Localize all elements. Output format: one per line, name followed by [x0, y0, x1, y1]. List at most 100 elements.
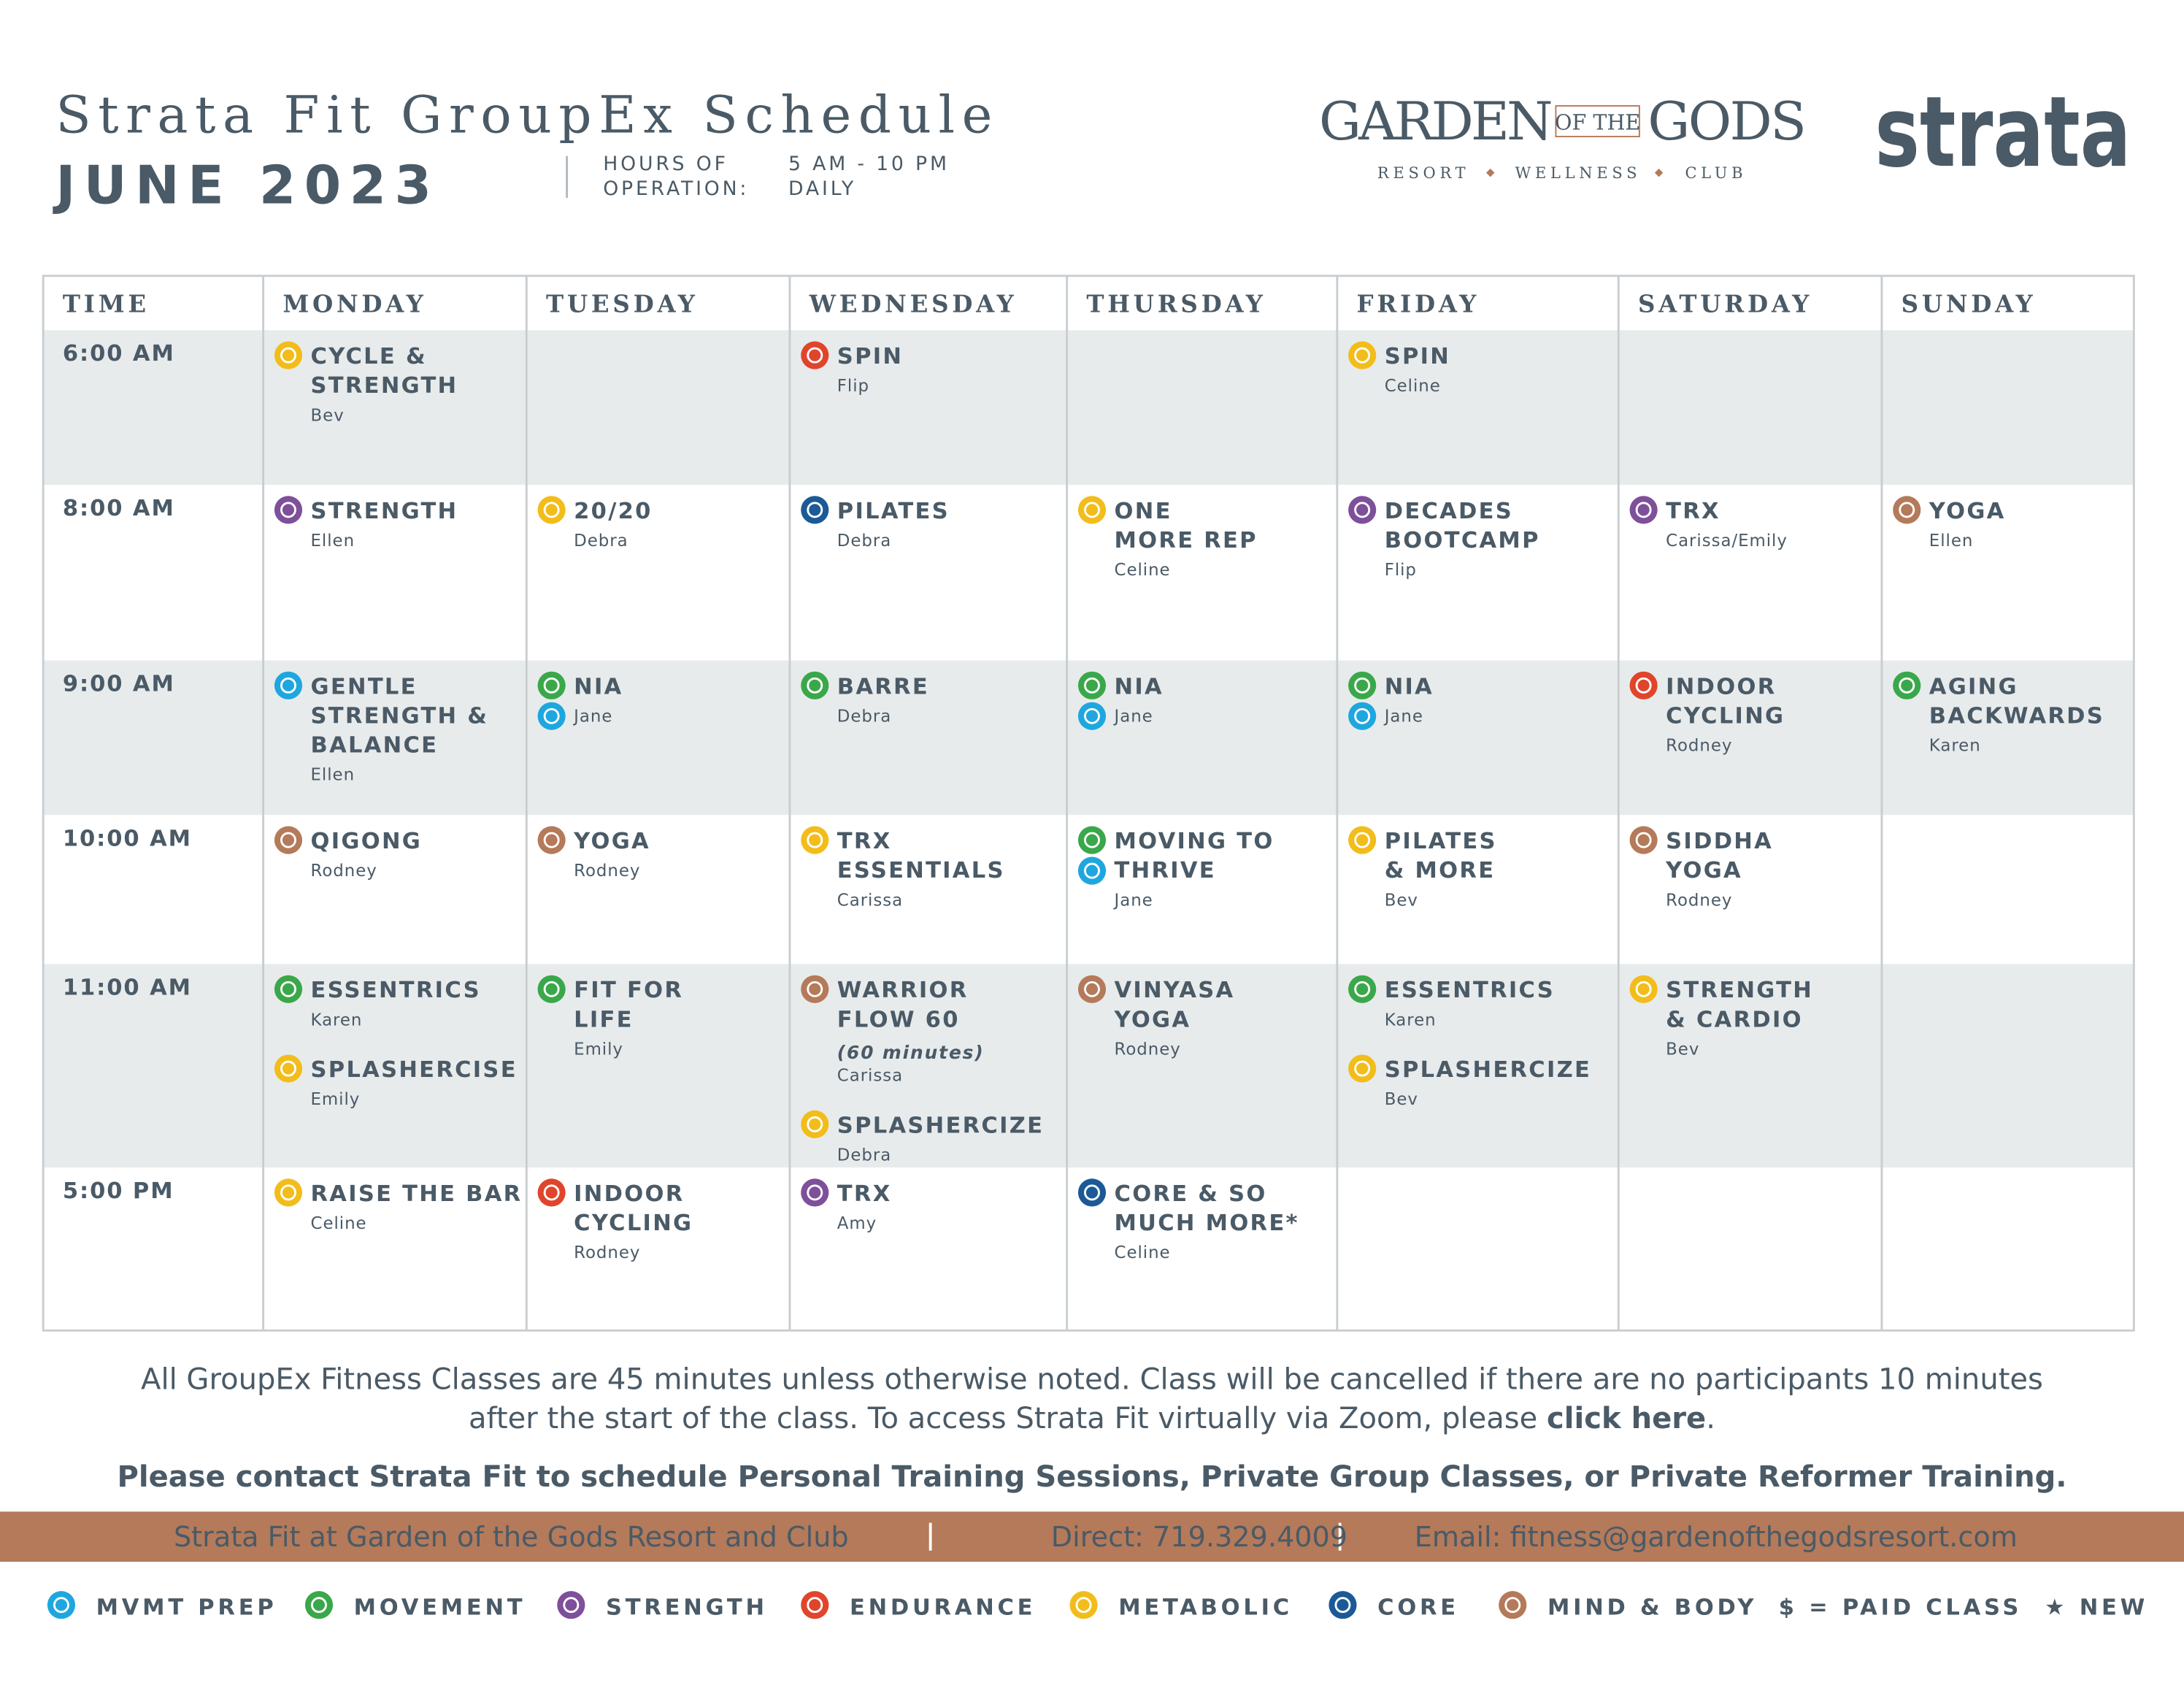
- time-label: 11:00 AM: [63, 975, 192, 1000]
- category-icon: [274, 341, 303, 369]
- instructor: Ellen: [311, 532, 355, 551]
- class-name: CORE & SO: [1115, 1181, 1267, 1207]
- icon-glyph: [543, 981, 560, 997]
- icon-glyph: [543, 677, 560, 694]
- icon-glyph: [1075, 1597, 1092, 1614]
- class-name: MUCH MORE*: [1115, 1211, 1299, 1236]
- icon-glyph: [1334, 1597, 1351, 1614]
- column-header: THURSDAY: [1086, 290, 1266, 318]
- category-icon: [1077, 856, 1107, 885]
- instructor: Rodney: [574, 1243, 640, 1262]
- instructor: Rodney: [574, 862, 640, 881]
- class-name: ESSENTIALS: [837, 858, 1005, 883]
- category-icon: [1077, 1178, 1107, 1207]
- instructor: Rodney: [1666, 736, 1732, 755]
- icon-glyph: [280, 347, 296, 364]
- category-icon: [1069, 1591, 1098, 1619]
- category-icon: [274, 1178, 303, 1207]
- class-name: SPLASHERCIZE: [837, 1113, 1044, 1138]
- class-name: NIA: [1115, 674, 1164, 699]
- instructor: Karen: [1385, 1010, 1437, 1029]
- category-icon: [537, 671, 566, 699]
- icon-glyph: [807, 1597, 823, 1614]
- class-name: VINYASA: [1115, 978, 1235, 1003]
- category-icon: [1348, 671, 1377, 699]
- class-name: & MORE: [1385, 858, 1496, 883]
- footer-text[interactable]: Email: fitness@gardenofthegodsresort.com: [1415, 1521, 2018, 1553]
- category-icon: [1893, 496, 1921, 524]
- schedule-table: TIME MONDAY TUESDAY WEDNESDAY THURSDAY FRIDAY…: [42, 275, 2135, 1332]
- class-name: YOGA: [573, 829, 650, 854]
- logo-tagline: WELLNESS: [1515, 164, 1642, 182]
- legend-label: CORE: [1377, 1595, 1459, 1621]
- category-icon: [801, 671, 829, 699]
- instructor: Ellen: [311, 766, 355, 785]
- category-icon: [274, 671, 303, 699]
- icon-glyph: [807, 832, 823, 848]
- time-label: 5:00 PM: [63, 1178, 174, 1204]
- class-name: PILATES: [837, 499, 950, 524]
- class-name: PILATES: [1385, 829, 1497, 854]
- category-icon: [537, 1178, 566, 1207]
- icon-glyph: [807, 981, 823, 997]
- category-icon: [537, 702, 566, 730]
- instructor: Debra: [574, 532, 628, 551]
- category-icon: [1329, 1591, 1357, 1619]
- instructor: Bev: [311, 406, 345, 425]
- instructor: Carissa: [837, 891, 903, 910]
- class-name: STRENGTH: [1666, 978, 1813, 1003]
- row-shade: [43, 330, 2134, 486]
- time-label: 6:00 AM: [63, 341, 175, 367]
- logo-tagline: RESORT: [1377, 164, 1469, 182]
- icon-glyph: [807, 1116, 823, 1132]
- class-name: MOVING TO: [1115, 829, 1274, 854]
- class-name: YOGA: [1929, 499, 2006, 524]
- category-icon: [537, 826, 566, 854]
- icon-glyph: [807, 502, 823, 518]
- footer-text: Direct: 719.329.4009: [1051, 1521, 1347, 1553]
- class-name: DECADES: [1385, 499, 1513, 524]
- class-name: ESSENTRICS: [1385, 978, 1555, 1003]
- category-icon: [1348, 341, 1377, 369]
- class-name: CYCLING: [574, 1211, 693, 1236]
- link[interactable]: click here: [1547, 1402, 1706, 1435]
- icon-glyph: [543, 707, 560, 724]
- class-name: YOGA: [1114, 1007, 1191, 1032]
- instructor: Debra: [837, 532, 891, 551]
- icon-glyph: [1635, 832, 1652, 848]
- instructor: Amy: [837, 1214, 877, 1233]
- instructor: Flip: [1385, 561, 1417, 580]
- icon-glyph: [1084, 981, 1100, 997]
- title: Strata Fit GroupEx Schedule: [55, 84, 999, 145]
- class-name: INDOOR: [1666, 674, 1776, 699]
- class-name: SPIN: [1385, 344, 1450, 369]
- hours-value: 5 AM - 10 PM: [788, 153, 950, 175]
- class-name: GENTLE: [311, 674, 418, 699]
- logo-text: OF THE: [1555, 110, 1640, 134]
- legend-label: STRENGTH: [606, 1595, 768, 1621]
- category-icon: [1348, 826, 1377, 854]
- instructor: Rodney: [1115, 1040, 1181, 1059]
- icon-glyph: [563, 1597, 580, 1614]
- icon-glyph: [1084, 1184, 1100, 1201]
- class-name: TRX: [837, 1181, 892, 1207]
- class-name: AGING: [1929, 674, 2018, 699]
- class-name: QIGONG: [311, 829, 423, 854]
- footer-text: Strata Fit at Garden of the Gods Resort …: [174, 1521, 849, 1553]
- instructor: Jane: [1113, 707, 1153, 726]
- icon-glyph: [280, 1184, 296, 1201]
- column-header: SATURDAY: [1638, 290, 1812, 318]
- instructor: Karen: [311, 1010, 363, 1029]
- class-name: & CARDIO: [1666, 1007, 1803, 1032]
- class-name: BOOTCAMP: [1385, 528, 1540, 553]
- time-label: 9:00 AM: [63, 671, 175, 697]
- class-name: WARRIOR: [837, 978, 969, 1003]
- category-icon: [1629, 671, 1658, 699]
- class-name: TRX: [1666, 499, 1720, 524]
- icon-glyph: [1635, 677, 1652, 694]
- category-icon: [1348, 496, 1377, 524]
- category-icon: [1348, 1054, 1377, 1083]
- class-name: MORE REP: [1115, 528, 1258, 553]
- category-icon: [1499, 1591, 1527, 1619]
